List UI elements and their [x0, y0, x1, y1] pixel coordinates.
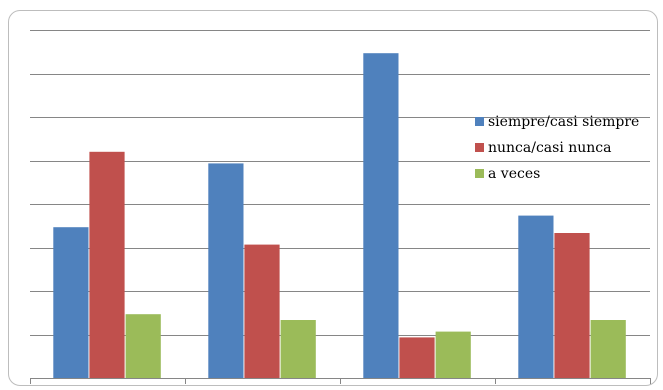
- legend-label-2: a veces: [488, 166, 540, 182]
- legend-swatch-0: [475, 117, 484, 126]
- legend-label-1: nunca/casi nunca: [488, 140, 612, 156]
- bar-series2-cat3: [590, 320, 626, 378]
- bar-series2-cat1: [280, 320, 316, 378]
- bar-series2-cat0: [125, 314, 161, 378]
- legend-label-0: siempre/casi siempre: [488, 114, 639, 130]
- bars: [53, 53, 626, 378]
- bar-series1-cat1: [244, 244, 280, 378]
- bar-series2-cat2: [435, 331, 471, 378]
- bar-series1-cat2: [399, 337, 435, 378]
- bar-series0-cat2: [363, 53, 399, 378]
- bar-series0-cat0: [53, 227, 89, 378]
- bar-series1-cat3: [554, 233, 590, 378]
- bar-series1-cat0: [89, 151, 125, 378]
- legend: siempre/casi siempre nunca/casi nunca a ve…: [475, 114, 639, 182]
- bar-series0-cat3: [518, 215, 554, 378]
- bar-series0-cat1: [208, 163, 244, 378]
- legend-swatch-2: [475, 169, 484, 178]
- x-axis: [30, 378, 651, 384]
- legend-swatch-1: [475, 143, 484, 152]
